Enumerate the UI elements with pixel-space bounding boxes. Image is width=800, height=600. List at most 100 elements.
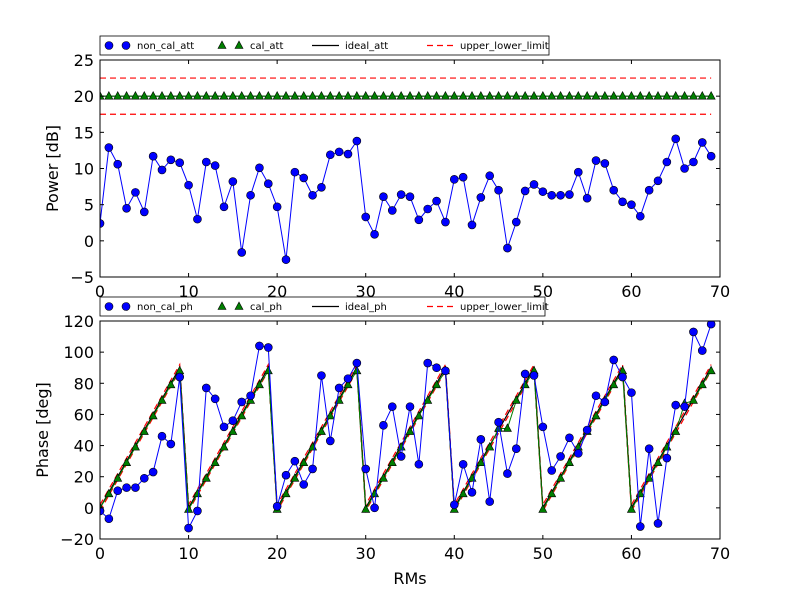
cal-point [520, 91, 530, 100]
non-cal-point [290, 167, 300, 177]
non-cal-point [662, 453, 672, 463]
cal-point [361, 91, 371, 100]
cal-point [414, 91, 424, 100]
x-tick-label: 0 [95, 544, 105, 563]
cal-point [688, 91, 698, 100]
legend-item-1: non_cal_att [104, 41, 194, 52]
cal-point [547, 488, 557, 498]
non-cal-point [131, 188, 140, 197]
non-cal-point [343, 374, 353, 383]
y-tick-label: 15 [74, 123, 94, 142]
cal-point [343, 379, 353, 389]
x-tick-label: 40 [444, 544, 464, 563]
cal-point [697, 91, 707, 100]
cal-point [237, 91, 247, 100]
cal-point [609, 379, 619, 389]
non-cal-point [573, 167, 583, 177]
cal-point [653, 457, 663, 467]
non-cal-point [166, 439, 176, 449]
cal-point [423, 395, 433, 404]
non-cal-point [529, 180, 539, 189]
cal-point [644, 91, 654, 100]
non-cal-point [272, 202, 282, 212]
x-tick-label: 30 [356, 282, 376, 301]
cal-point [502, 423, 512, 432]
cal-point [370, 91, 380, 100]
cal-point [396, 91, 406, 100]
x-tick-label: 20 [267, 544, 287, 563]
cal-point [361, 504, 371, 513]
non-cal-point [441, 217, 450, 227]
cal-point [210, 457, 220, 467]
non-cal-point [157, 165, 167, 175]
limit-line-1 [100, 362, 712, 507]
legend-marker [217, 301, 227, 310]
legend-label: upper_lower_limit [460, 302, 549, 313]
non-cal-point [175, 158, 185, 168]
non-cal-point [627, 388, 636, 397]
x-tick-label: 60 [621, 544, 641, 563]
cal-point [591, 91, 601, 100]
cal-point [184, 91, 194, 100]
non-cal-point [697, 138, 707, 147]
cal-point [104, 91, 114, 100]
non-cal-point [644, 185, 654, 195]
non-cal-point [122, 483, 131, 492]
non-cal-point [228, 177, 238, 186]
non-cal-point [255, 163, 264, 173]
y-tick-label: 40 [74, 437, 94, 456]
non-cal-point [467, 487, 477, 497]
cal-point [378, 91, 388, 100]
non-cal-point [352, 358, 362, 368]
non-cal-point [370, 503, 379, 513]
non-cal-point [609, 355, 619, 365]
x-tick-label: 70 [710, 544, 730, 563]
non-cal-point [201, 157, 211, 167]
cal-point [662, 91, 672, 100]
cal-point [210, 91, 220, 100]
y-tick-label: 25 [74, 51, 94, 70]
non-cal-point [449, 175, 459, 184]
cal-point [591, 410, 601, 420]
legend-item-3: ideal_att [312, 41, 388, 52]
cal-point [201, 91, 211, 100]
non-cal-point [325, 436, 335, 446]
non-cal-point [432, 196, 441, 206]
non-cal-point [538, 187, 548, 196]
x-tick-label: 0 [95, 282, 105, 301]
cal-point [352, 365, 362, 375]
non-cal-point [100, 219, 105, 228]
cal-point [520, 379, 530, 389]
cal-point [139, 426, 149, 435]
non-cal-point [441, 366, 450, 376]
legend-item-2: cal_ph [217, 301, 282, 313]
cal-point [228, 426, 238, 435]
legend-label: non_cal_att [137, 41, 194, 52]
non-cal-point [396, 452, 406, 461]
cal-point [706, 91, 716, 100]
non-cal-point [573, 449, 583, 458]
cal-point [688, 395, 698, 404]
non-cal-point [600, 159, 610, 168]
cal-point [671, 91, 681, 100]
cal-point [148, 410, 158, 420]
legend-item-4: upper_lower_limit [427, 302, 549, 313]
non-cal-point [255, 341, 264, 351]
non-cal-point [467, 220, 477, 230]
legend-marker [104, 302, 114, 311]
cal-point [618, 91, 628, 100]
cal-point [290, 473, 300, 482]
cal-point [219, 441, 229, 451]
y-tick-label: 5 [84, 196, 94, 215]
non-cal-point [219, 422, 229, 432]
non-cal-point [494, 185, 503, 195]
non-cal-point [476, 435, 486, 444]
cal-point [671, 426, 681, 435]
cal-point [644, 473, 654, 482]
non-cal-point [299, 480, 309, 489]
non-cal-point [618, 372, 627, 382]
cal-point [290, 91, 300, 100]
non-cal-point [706, 321, 716, 329]
